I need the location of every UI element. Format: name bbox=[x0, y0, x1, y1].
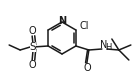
Text: N: N bbox=[100, 40, 108, 50]
Text: H: H bbox=[105, 44, 111, 52]
Text: Cl: Cl bbox=[79, 21, 89, 31]
Text: O: O bbox=[28, 26, 36, 36]
Text: O: O bbox=[28, 60, 36, 70]
Text: S: S bbox=[30, 42, 36, 52]
Text: O: O bbox=[83, 63, 91, 73]
Text: N: N bbox=[58, 17, 66, 27]
